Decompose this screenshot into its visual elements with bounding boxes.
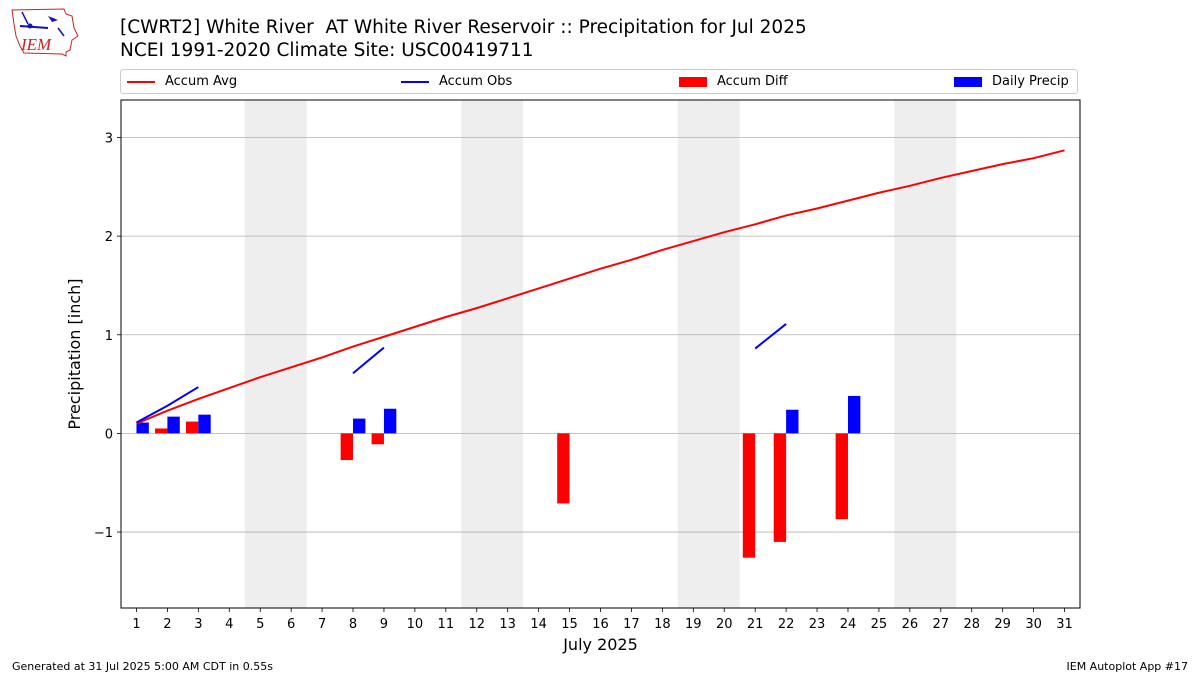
x-tick-label: 21 bbox=[747, 617, 764, 632]
x-tick-label: 20 bbox=[716, 617, 733, 632]
daily-precip-bar bbox=[167, 416, 180, 434]
y-tick-label: 2 bbox=[105, 230, 113, 245]
x-tick-label: 5 bbox=[256, 617, 264, 632]
x-tick-label: 1 bbox=[132, 617, 140, 632]
daily-precip-bar bbox=[786, 409, 799, 434]
accum-avg-line bbox=[136, 149, 1065, 425]
x-tick-label: 29 bbox=[994, 617, 1011, 632]
accum-obs-line bbox=[135, 386, 199, 424]
x-tick-label: 27 bbox=[933, 617, 950, 632]
daily-precip-bar bbox=[353, 418, 366, 434]
x-tick-label: 8 bbox=[349, 617, 357, 632]
x-tick-label: 18 bbox=[654, 617, 671, 632]
x-tick-label: 26 bbox=[902, 617, 919, 632]
legend-swatch-accum-obs bbox=[401, 80, 429, 83]
x-tick-label: 25 bbox=[871, 617, 888, 632]
logo-text: IEM bbox=[20, 35, 52, 54]
accum-diff-bar bbox=[185, 421, 199, 434]
legend-item-accum-obs: Accum Obs bbox=[401, 74, 512, 89]
x-tick-label: 23 bbox=[809, 617, 826, 632]
legend-label: Accum Diff bbox=[717, 74, 788, 89]
app-credit: IEM Autoplot App #17 bbox=[1066, 660, 1189, 673]
accum-diff-bar bbox=[773, 433, 787, 542]
legend-item-daily-precip: Daily Precip bbox=[954, 74, 1069, 89]
plot-frame bbox=[120, 99, 1081, 609]
x-tick-label: 13 bbox=[499, 617, 516, 632]
x-tick-label: 12 bbox=[468, 617, 485, 632]
chart-title: [CWRT2] White River AT White River Reser… bbox=[120, 17, 807, 38]
accum-diff-bar bbox=[371, 433, 384, 445]
accum-obs-line bbox=[352, 346, 385, 375]
x-tick-label: 4 bbox=[225, 617, 233, 632]
legend-swatch-daily-precip bbox=[954, 76, 982, 87]
legend-label: Accum Obs bbox=[439, 74, 513, 89]
x-tick-label: 16 bbox=[592, 617, 609, 632]
x-tick-label: 30 bbox=[1025, 617, 1042, 632]
x-tick-label: 9 bbox=[380, 617, 388, 632]
y-tick-label: −1 bbox=[94, 526, 113, 541]
x-axis-label: July 2025 bbox=[562, 635, 638, 654]
legend-item-accum-avg: Accum Avg bbox=[127, 74, 237, 89]
generated-note: Generated at 31 Jul 2025 5:00 AM CDT in … bbox=[12, 660, 273, 673]
x-tick-label: 31 bbox=[1056, 617, 1073, 632]
x-tick-label: 17 bbox=[623, 617, 640, 632]
legend: Accum Avg Accum Obs Accum Diff Daily Pre… bbox=[120, 69, 1078, 94]
weekend-shade bbox=[244, 100, 307, 608]
x-tick-label: 10 bbox=[407, 617, 424, 632]
y-tick-label: 3 bbox=[105, 131, 113, 146]
x-tick-label: 3 bbox=[194, 617, 202, 632]
chart-subtitle: NCEI 1991-2020 Climate Site: USC00419711 bbox=[120, 40, 534, 61]
x-tick-label: 28 bbox=[963, 617, 980, 632]
x-tick-label: 24 bbox=[840, 617, 857, 632]
x-tick-label: 14 bbox=[530, 617, 547, 632]
daily-precip-bar bbox=[383, 408, 397, 434]
x-tick-label: 15 bbox=[561, 617, 578, 632]
weekend-shade bbox=[461, 100, 524, 608]
y-tick-label: 0 bbox=[105, 427, 113, 442]
daily-precip-bar bbox=[198, 414, 211, 434]
legend-label: Accum Avg bbox=[165, 74, 238, 89]
accum-diff-bar bbox=[155, 428, 168, 434]
accum-diff-bar bbox=[557, 433, 570, 504]
x-tick-label: 19 bbox=[685, 617, 702, 632]
accum-diff-bar bbox=[340, 433, 354, 461]
accum-diff-bar bbox=[835, 433, 848, 520]
y-axis-label: Precipitation [inch] bbox=[65, 278, 84, 429]
daily-precip-bar bbox=[847, 395, 861, 434]
legend-swatch-accum-avg bbox=[127, 80, 155, 83]
x-tick-label: 22 bbox=[778, 617, 795, 632]
accum-diff-bar bbox=[742, 433, 756, 558]
iem-logo: IEM bbox=[11, 8, 79, 57]
daily-precip-bar bbox=[136, 422, 149, 434]
accum-obs-line bbox=[754, 323, 787, 350]
weekend-shade bbox=[677, 100, 740, 608]
weekend-shade bbox=[894, 100, 957, 608]
x-tick-label: 2 bbox=[163, 617, 171, 632]
legend-item-accum-diff: Accum Diff bbox=[679, 74, 788, 89]
legend-swatch-accum-diff bbox=[679, 76, 707, 87]
x-tick-label: 6 bbox=[287, 617, 295, 632]
y-tick-label: 1 bbox=[105, 329, 113, 344]
x-tick-label: 7 bbox=[318, 617, 326, 632]
x-tick-label: 11 bbox=[438, 617, 455, 632]
legend-label: Daily Precip bbox=[992, 74, 1069, 89]
